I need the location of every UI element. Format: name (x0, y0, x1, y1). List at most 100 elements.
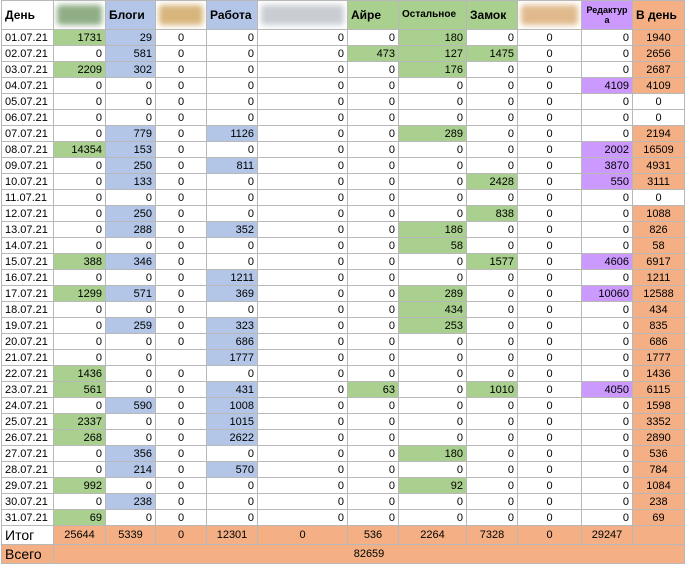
value-cell: 473 (347, 45, 399, 62)
value-cell: 0 (517, 381, 582, 398)
value-cell: 0 (466, 269, 518, 286)
value-cell: 1475 (466, 45, 518, 62)
value-cell: 0 (53, 173, 106, 190)
value-cell: 0 (257, 93, 348, 110)
value-cell: 0 (347, 269, 399, 286)
value-cell: 0 (257, 509, 348, 526)
value-cell: 0 (581, 429, 633, 446)
value-cell: 0 (398, 189, 467, 206)
value-cell: 0 (517, 349, 582, 366)
data-row: 17.07.21 1299 571 0 369 0 0 289 0 0 10060 12588 (1, 285, 685, 302)
value-cell: 0 (53, 109, 106, 126)
value-cell: 3111 (632, 173, 685, 190)
value-cell: 838 (466, 205, 518, 222)
data-row: 09.07.21 0 250 0 811 0 0 0 0 0 3870 4931 (1, 157, 685, 174)
date-cell: 03.07.21 (1, 61, 54, 78)
header-cell: В день (632, 0, 685, 30)
value-cell: 2687 (632, 61, 685, 78)
value-cell: 835 (632, 317, 685, 334)
header-cell (257, 0, 348, 30)
value-cell: 2337 (53, 413, 106, 430)
value-cell: 0 (398, 77, 467, 94)
value-cell: 0 (53, 205, 106, 222)
date-cell: 20.07.21 (1, 333, 54, 350)
value-cell: 214 (105, 461, 156, 478)
date-cell: 01.07.21 (1, 29, 54, 46)
data-row: 20.07.21 0 0 0 686 0 0 0 0 0 0 686 (1, 333, 685, 350)
value-cell: 0 (53, 157, 106, 174)
value-cell: 0 (517, 29, 582, 46)
value-cell: 16509 (632, 141, 685, 158)
value-cell: 0 (155, 109, 207, 126)
header-row: День Блоги Работа Айре Остальное Замок Редакту… (1, 0, 685, 30)
total-cell: 536 (347, 525, 399, 545)
value-cell: 0 (257, 77, 348, 94)
value-cell: 0 (155, 493, 207, 510)
value-cell: 0 (257, 109, 348, 126)
value-cell: 0 (155, 269, 207, 286)
value-cell: 0 (257, 413, 348, 430)
value-cell: 0 (466, 77, 518, 94)
value-cell: 0 (347, 493, 399, 510)
value-cell: 0 (581, 61, 633, 78)
value-cell: 0 (347, 477, 399, 494)
data-row: 11.07.21 0 0 0 0 0 0 0 0 0 0 0 (1, 189, 685, 206)
value-cell: 0 (105, 509, 156, 526)
value-cell: 0 (53, 221, 106, 238)
value-cell: 0 (398, 429, 467, 446)
value-cell: 0 (347, 29, 399, 46)
value-cell: 0 (53, 45, 106, 62)
value-cell: 0 (206, 189, 258, 206)
value-cell: 561 (53, 381, 106, 398)
blurred-header (521, 5, 578, 25)
value-cell: 0 (105, 109, 156, 126)
value-cell: 0 (347, 509, 399, 526)
value-cell: 0 (155, 381, 207, 398)
value-cell: 0 (257, 301, 348, 318)
value-cell: 0 (206, 509, 258, 526)
value-cell: 0 (466, 189, 518, 206)
value-cell: 0 (155, 461, 207, 478)
date-cell: 12.07.21 (1, 205, 54, 222)
value-cell: 0 (466, 429, 518, 446)
value-cell: 0 (105, 365, 156, 382)
total-cell: 0 (517, 525, 582, 545)
value-cell: 0 (53, 317, 106, 334)
value-cell: 0 (206, 29, 258, 46)
data-row: 29.07.21 992 0 0 0 0 0 92 0 0 0 1084 (1, 477, 685, 494)
value-cell: 1436 (632, 365, 685, 382)
date-cell: 21.07.21 (1, 349, 54, 366)
value-cell: 0 (257, 157, 348, 174)
value-cell: 6917 (632, 253, 685, 270)
data-row: 21.07.21 0 0 1777 0 0 0 0 0 0 1777 (1, 349, 685, 366)
value-cell: 0 (466, 125, 518, 142)
header-cell (155, 0, 207, 30)
data-row: 28.07.21 0 214 0 570 0 0 0 0 0 0 784 (1, 461, 685, 478)
value-cell: 0 (466, 285, 518, 302)
value-cell: 1084 (632, 477, 685, 494)
value-cell: 0 (257, 253, 348, 270)
value-cell: 0 (53, 461, 106, 478)
value-cell: 0 (257, 125, 348, 142)
value-cell: 0 (53, 125, 106, 142)
value-cell: 0 (206, 141, 258, 158)
value-cell: 0 (347, 349, 399, 366)
date-cell: 29.07.21 (1, 477, 54, 494)
value-cell (155, 349, 207, 366)
value-cell: 4109 (632, 77, 685, 94)
value-cell: 1299 (53, 285, 106, 302)
data-row: 15.07.21 388 346 0 0 0 0 0 1577 0 4606 6917 (1, 253, 685, 270)
value-cell: 0 (155, 429, 207, 446)
value-cell: 238 (632, 493, 685, 510)
value-cell: 0 (155, 221, 207, 238)
value-cell: 0 (398, 381, 467, 398)
value-cell: 0 (347, 285, 399, 302)
value-cell: 2622 (206, 429, 258, 446)
value-cell: 153 (105, 141, 156, 158)
value-cell: 0 (206, 45, 258, 62)
value-cell: 0 (347, 109, 399, 126)
date-cell: 22.07.21 (1, 365, 54, 382)
value-cell: 0 (53, 301, 106, 318)
value-cell: 0 (155, 237, 207, 254)
